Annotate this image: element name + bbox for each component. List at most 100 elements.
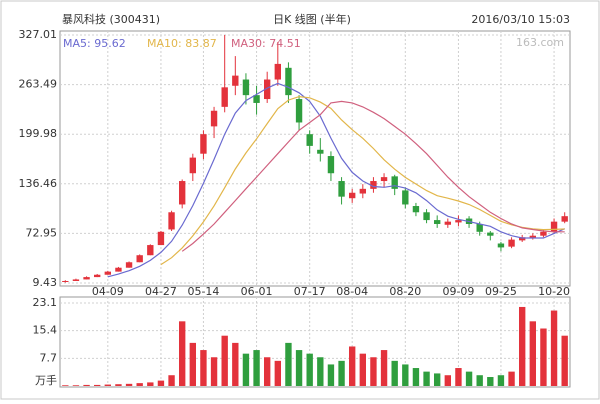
candle-body [157,231,165,246]
y-tick-label: 263.49 [19,78,58,91]
volume-bar [529,321,536,386]
volume-bar [253,350,260,386]
candle-body [444,221,451,225]
volume-bar [359,353,366,386]
volume-bar [274,360,281,386]
volume-bar [423,371,430,386]
candle-body [295,99,303,123]
volume-bar [94,384,101,386]
volume-bar [221,335,228,386]
volume-bar [508,371,515,386]
y-tick-label: 72.95 [26,226,58,239]
candle-body [455,220,462,223]
x-tick-label: 10-20 [538,285,570,298]
candle-body [508,239,515,247]
candle-body [561,216,568,222]
volume-bar [242,353,250,386]
volume-bar [338,360,345,386]
volume-bar [391,360,398,386]
candle-body [200,134,207,154]
candle-body [434,220,441,224]
volume-bar [455,368,462,386]
volume-bar [465,371,473,386]
candle-body [179,181,186,205]
y-tick-label: 9.43 [33,276,58,289]
volume-bar [487,377,494,386]
volume-bar [264,357,271,386]
volume-bar [349,346,356,386]
volume-tick-label: 15.4 [33,324,58,337]
x-tick-label: 04-27 [145,285,177,298]
candle-body [327,156,335,174]
legend-entry: MA30: 74.51 [231,37,301,50]
legend-entry: MA10: 83.87 [147,37,217,50]
volume-bar [295,350,303,386]
volume-bar [444,375,451,386]
ma-line [107,82,565,278]
volume-bar [380,350,388,386]
ma-line [160,95,565,266]
volume-bar [115,384,122,386]
volume-bar [497,375,505,386]
x-tick-label: 09-09 [442,285,474,298]
candle-body [349,192,356,199]
candle-body [412,206,420,213]
candle-body [221,87,228,107]
candle-body [125,262,133,268]
candle-body [94,274,101,278]
volume-bar [72,385,80,386]
x-tick-label: 08-04 [336,285,368,298]
ma-line [181,100,565,252]
x-tick-label: 08-20 [389,285,421,298]
volume-bar [550,310,558,386]
candle-body [550,221,558,232]
y-tick-label: 136.46 [19,177,58,190]
volume-bar [327,364,335,386]
candle-body [306,134,313,146]
candle-body [62,280,69,282]
candle-body [210,110,218,127]
candle-body [519,237,526,241]
candle-body [359,188,366,194]
x-tick-label: 05-14 [187,285,219,298]
volume-bar [136,383,143,386]
volume-bar [412,368,420,386]
candle-body [540,231,547,236]
volume-bar [561,335,568,386]
candle-body [529,235,536,239]
volume-bar [200,350,207,386]
candle-body [253,95,260,103]
candle-body [274,63,281,80]
volume-bar [519,306,526,386]
candle-body [115,267,122,272]
source-watermark: 163.com [516,36,564,49]
candle-body [242,79,250,96]
y-tick-label: 199.98 [19,127,58,140]
volume-bar [370,357,377,386]
volume-bar [157,380,165,386]
volume-tick-label: 23.1 [33,296,58,309]
candle-body [189,157,196,174]
candle-body [338,181,345,197]
candle-body [380,177,388,182]
y-tick-label: 327.01 [19,28,58,41]
x-tick-label: 04-09 [92,285,124,298]
volume-bar [476,375,483,386]
candle-body [423,212,430,221]
volume-unit: 万手 [35,373,57,387]
candle-body [487,232,494,236]
volume-panel [59,296,571,388]
legend-entry: MA5: 95.62 [63,37,126,50]
candle-body [370,181,377,189]
x-tick-label: 06-01 [241,285,273,298]
volume-bar [434,373,441,386]
stock-title: 暴风科技 (300431) [62,12,160,26]
candle-body [232,75,239,86]
candle-body [497,243,505,248]
price-panel [59,30,571,287]
candle-body [72,279,80,281]
candle-body [136,255,143,263]
volume-bar [306,353,313,386]
